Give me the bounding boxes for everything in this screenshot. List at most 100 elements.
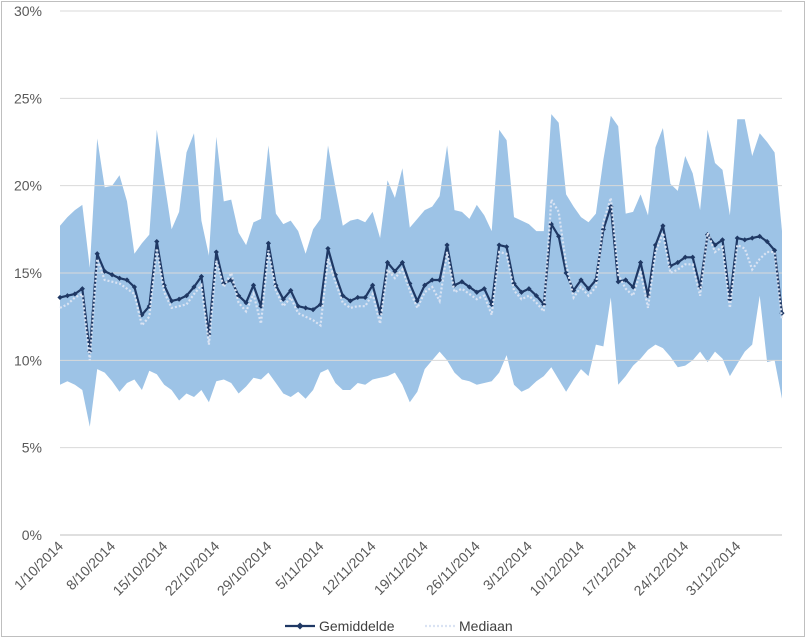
point-gemiddelde — [109, 272, 115, 278]
point-gemiddelde — [585, 286, 592, 292]
point-gemiddelde — [712, 242, 718, 248]
point-gemiddelde — [727, 296, 733, 302]
point-gemiddelde — [72, 291, 78, 297]
point-gemiddelde — [288, 287, 294, 294]
x-tick-label: 17/12/2014 — [578, 538, 639, 599]
y-tick-label: 15% — [14, 265, 42, 281]
y-tick-label: 10% — [14, 352, 42, 368]
point-gemiddelde — [124, 277, 130, 283]
point-gemiddelde — [414, 298, 420, 304]
point-gemiddelde — [451, 282, 458, 288]
point-gemiddelde — [258, 303, 264, 309]
legend-label-mediaan: Mediaan — [459, 618, 513, 634]
gridlines — [60, 10, 782, 449]
point-gemiddelde — [690, 254, 696, 260]
x-tick-label: 22/10/2014 — [162, 538, 223, 599]
point-gemiddelde — [250, 282, 257, 288]
point-gemiddelde — [280, 296, 286, 302]
series-line-mediaan — [59, 196, 784, 361]
point-gemiddelde — [742, 237, 748, 243]
legend-item-mediaan: Mediaan — [425, 618, 513, 634]
band-layer — [60, 114, 782, 427]
y-tick-label: 5% — [22, 440, 42, 456]
x-tick-label: 15/10/2014 — [109, 538, 170, 599]
point-gemiddelde — [295, 303, 301, 309]
point-gemiddelde — [548, 221, 554, 227]
y-tick-label: 0% — [22, 527, 42, 543]
point-gemiddelde — [429, 277, 435, 283]
y-tick-label: 25% — [14, 90, 42, 106]
point-gemiddelde — [176, 296, 182, 302]
point-gemiddelde — [310, 307, 316, 313]
point-gemiddelde — [623, 277, 629, 283]
point-gemiddelde — [303, 305, 309, 311]
point-gemiddelde — [526, 286, 532, 292]
legend: Gemiddelde Mediaan — [285, 618, 513, 634]
point-gemiddelde — [370, 282, 376, 288]
point-gemiddelde — [771, 247, 778, 253]
x-tick-label: 5/11/2014 — [272, 538, 327, 593]
spread-band-area — [60, 114, 782, 427]
point-gemiddelde — [154, 238, 160, 245]
x-tick-label: 29/10/2014 — [214, 538, 275, 599]
point-gemiddelde — [265, 240, 272, 246]
point-gemiddelde — [116, 275, 123, 281]
point-gemiddelde — [347, 298, 353, 304]
point-gemiddelde — [131, 284, 138, 290]
x-tick-label: 19/11/2014 — [371, 538, 431, 598]
point-gemiddelde — [64, 293, 71, 299]
point-gemiddelde — [422, 282, 428, 288]
point-gemiddelde — [518, 289, 525, 295]
x-tick-label: 3/12/2014 — [480, 538, 536, 594]
x-tick-label: 12/11/2014 — [319, 538, 379, 598]
x-tick-label: 26/11/2014 — [423, 538, 483, 598]
point-gemiddelde — [206, 331, 212, 337]
point-gemiddelde — [600, 226, 606, 232]
point-gemiddelde — [533, 293, 539, 299]
point-gemiddelde — [578, 277, 584, 283]
point-gemiddelde — [637, 259, 644, 266]
point-gemiddelde — [146, 303, 152, 309]
point-gemiddelde — [392, 268, 398, 274]
point-gemiddelde — [556, 233, 562, 239]
series-layer — [57, 196, 785, 361]
point-gemiddelde — [213, 249, 219, 255]
x-tick-label: 24/12/2014 — [630, 538, 691, 599]
point-gemiddelde — [243, 300, 249, 306]
x-tick-label: 8/10/2014 — [63, 538, 119, 594]
point-gemiddelde — [332, 272, 339, 278]
point-gemiddelde — [593, 277, 599, 283]
x-tick-label: 1/10/2014 — [11, 538, 67, 594]
point-gemiddelde — [675, 259, 681, 266]
point-gemiddelde — [660, 223, 666, 229]
y-tick-label: 20% — [14, 178, 42, 194]
point-gemiddelde — [496, 242, 502, 248]
point-gemiddelde — [466, 284, 472, 290]
x-tick-label: 31/12/2014 — [683, 538, 744, 599]
point-gemiddelde — [511, 280, 517, 287]
point-gemiddelde — [444, 242, 450, 248]
point-gemiddelde — [94, 251, 100, 257]
point-gemiddelde — [407, 280, 413, 287]
point-gemiddelde — [355, 294, 361, 301]
point-gemiddelde — [228, 277, 234, 283]
point-gemiddelde — [764, 238, 770, 245]
point-gemiddelde — [615, 279, 621, 285]
x-tick-label: 10/12/2014 — [526, 538, 587, 599]
point-gemiddelde — [667, 263, 673, 269]
point-gemiddelde — [57, 294, 63, 301]
point-gemiddelde — [749, 235, 755, 241]
point-gemiddelde — [719, 237, 726, 243]
point-gemiddelde — [325, 245, 331, 252]
point-gemiddelde — [652, 242, 659, 248]
point-gemiddelde — [459, 279, 465, 285]
point-gemiddelde — [734, 235, 740, 241]
point-gemiddelde — [570, 287, 577, 294]
point-gemiddelde — [474, 289, 480, 295]
point-gemiddelde — [169, 298, 175, 304]
point-gemiddelde — [79, 286, 85, 292]
point-gemiddelde — [198, 273, 205, 280]
y-tick-label: 30% — [14, 3, 42, 19]
